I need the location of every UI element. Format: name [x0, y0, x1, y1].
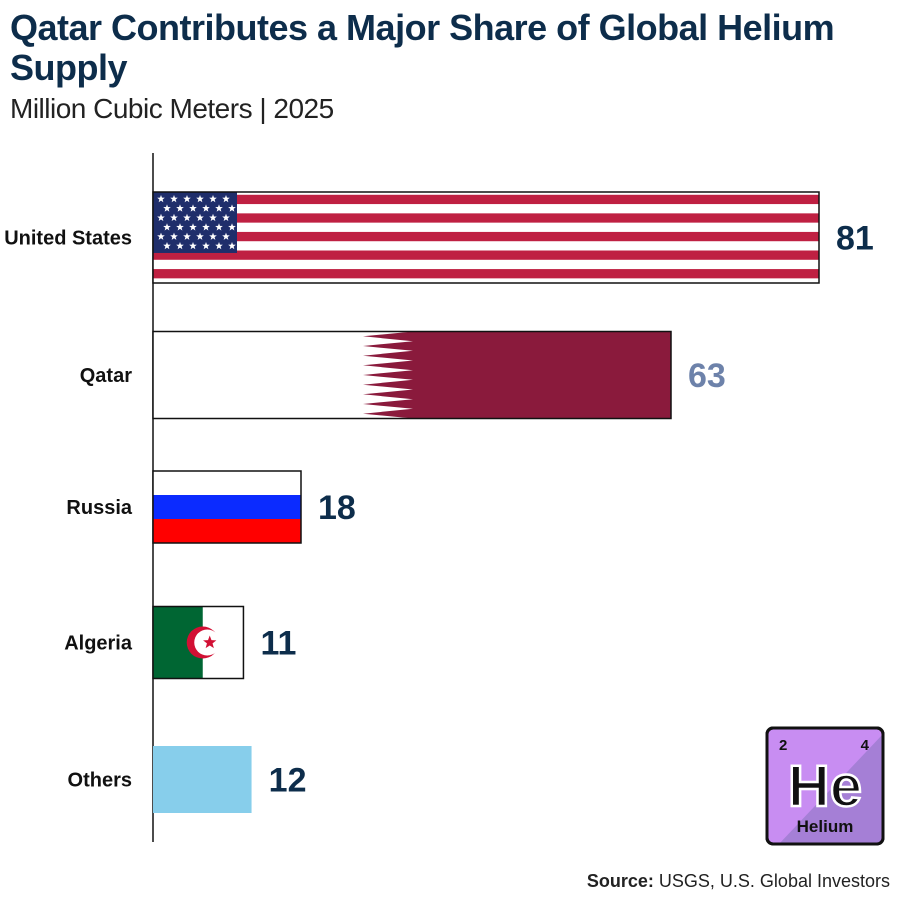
value-label-russia: 18 — [318, 489, 356, 527]
star — [228, 204, 236, 212]
helium-atomic-number: 2 — [779, 737, 787, 754]
chart-title: Qatar Contributes a Major Share of Globa… — [10, 7, 835, 88]
star — [163, 242, 171, 250]
russia-red-band — [153, 519, 301, 543]
usa-red-stripe — [153, 231, 819, 242]
star — [170, 232, 178, 240]
star — [196, 195, 204, 203]
star — [228, 242, 236, 250]
star — [176, 242, 184, 250]
helium-name: Helium — [797, 817, 854, 836]
star — [209, 195, 217, 203]
star — [163, 204, 171, 212]
category-label-algeria: Algeria — [64, 633, 133, 655]
star — [202, 223, 210, 231]
usa-red-stripe — [153, 250, 819, 260]
star — [209, 213, 217, 222]
bar-outline-algeria — [152, 605, 245, 680]
usa-red-stripe — [153, 194, 819, 205]
source-note: Source: USGS, U.S. Global Investors — [587, 871, 890, 892]
star — [202, 204, 210, 212]
source-text: USGS, U.S. Global Investors — [658, 871, 890, 891]
star — [222, 213, 230, 222]
star — [189, 223, 197, 231]
category-label-russia: Russia — [66, 497, 132, 519]
star — [183, 195, 191, 203]
star — [157, 232, 165, 240]
star — [170, 195, 178, 203]
helium-mass-number: 4 — [861, 737, 870, 754]
bar-others — [153, 746, 252, 813]
star — [183, 232, 191, 240]
usa-red-stripe — [153, 213, 819, 223]
star — [209, 232, 217, 240]
helium-tile-border — [765, 726, 885, 846]
star — [176, 204, 184, 212]
star — [215, 204, 223, 212]
usa-red-stripe — [153, 269, 819, 279]
bar-russia — [153, 471, 301, 543]
helium-tile-graphic: 2 4 He Helium — [765, 726, 885, 846]
chart-subtitle: Million Cubic Meters | 2025 — [10, 93, 334, 124]
bar-outline-qatar — [152, 330, 672, 420]
bar-united-states — [153, 192, 819, 283]
value-label-qatar: 63 — [688, 357, 726, 395]
star — [222, 232, 230, 240]
star — [183, 213, 191, 222]
bar-qatar — [153, 331, 671, 419]
star — [189, 242, 197, 250]
star — [222, 195, 230, 203]
category-label-qatar: Qatar — [80, 365, 132, 387]
star — [170, 213, 178, 222]
value-label-united-states: 81 — [836, 220, 874, 258]
bar-outline-united-states — [152, 191, 820, 284]
value-label-others: 12 — [269, 762, 307, 800]
russia-white-band — [153, 471, 301, 495]
helium-tile-shadow — [779, 734, 883, 844]
qatar-flag-maroon — [363, 331, 671, 419]
star — [203, 635, 217, 649]
star — [157, 213, 165, 222]
star — [228, 223, 236, 231]
helium-element-tile: 2 4 He Helium — [765, 726, 885, 846]
others-bar-fill — [153, 746, 252, 813]
star — [163, 223, 171, 231]
star — [202, 242, 210, 250]
helium-symbol: He — [788, 754, 862, 819]
value-label-algeria: 11 — [260, 625, 296, 663]
russia-blue-band — [153, 495, 301, 519]
category-label-united-states: United States — [4, 228, 132, 250]
star — [196, 213, 204, 222]
star — [189, 204, 197, 212]
star — [215, 223, 223, 231]
source-label: Source: — [586, 871, 654, 891]
bar-outline-russia — [152, 470, 302, 544]
star — [176, 223, 184, 231]
star — [157, 195, 165, 203]
category-label-others: Others — [68, 770, 132, 792]
bar-algeria — [153, 606, 244, 679]
star — [196, 232, 204, 240]
star — [215, 242, 223, 250]
